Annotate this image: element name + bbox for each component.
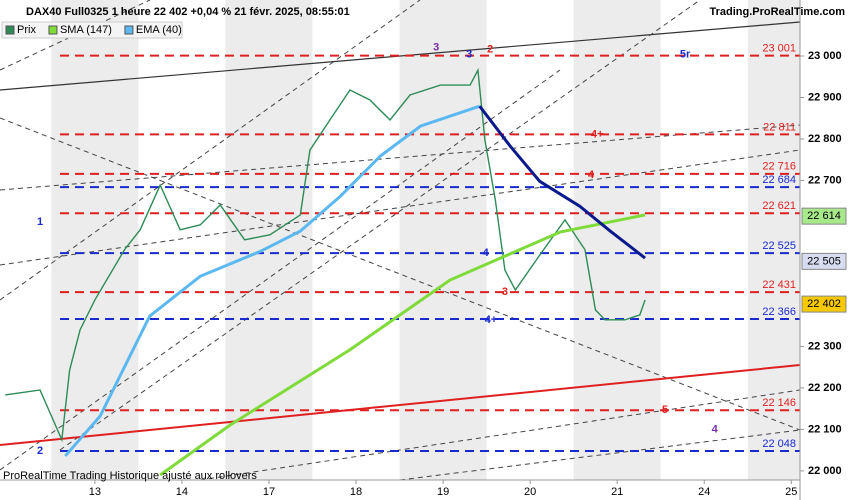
- y-tick-label: 22 900: [808, 91, 842, 103]
- x-tick-label: 21: [611, 486, 623, 498]
- value-box: [801, 252, 847, 270]
- day-band: [399, 0, 487, 480]
- y-tick-label: 22 200: [808, 382, 842, 394]
- wave-label: 4+: [591, 128, 604, 140]
- legend-label: Prix: [17, 24, 36, 36]
- level-label: 22 146: [762, 397, 796, 409]
- level-label: 22 431: [762, 279, 796, 291]
- x-tick-label: 25: [785, 486, 797, 498]
- wave-label: 4: [483, 247, 490, 259]
- legend-swatch: [124, 25, 134, 35]
- level-label: 22 621: [762, 200, 796, 212]
- legend-label: SMA (147): [60, 24, 112, 36]
- x-tick-label: 24: [698, 486, 710, 498]
- wave-label: 5r: [680, 49, 691, 61]
- y-tick-label: 22 000: [808, 465, 842, 477]
- legend-swatch: [48, 25, 58, 35]
- y-axis-area: [800, 0, 850, 500]
- day-band: [573, 0, 661, 480]
- value-box-label: 22 402: [807, 298, 841, 310]
- value-box: [801, 295, 847, 313]
- value-box-label: 22 614: [807, 210, 841, 222]
- series-line: [478, 105, 646, 260]
- wave-label: 4: [588, 169, 595, 181]
- wave-label: 1: [37, 216, 43, 228]
- x-tick-label: 20: [524, 486, 536, 498]
- legend-swatch: [5, 25, 15, 35]
- wave-label: 5: [662, 404, 668, 416]
- x-tick-label: 13: [89, 486, 101, 498]
- wave-label: 2: [37, 445, 43, 457]
- day-band: [51, 0, 139, 480]
- wave-label: 4+: [485, 314, 498, 326]
- value-box-label: 22 505: [807, 255, 841, 267]
- wave-label: 4: [712, 423, 719, 435]
- y-tick-label: 23 000: [808, 50, 842, 62]
- series-line: [159, 213, 646, 477]
- series-line: [64, 104, 481, 457]
- level-label: 22 048: [762, 438, 796, 450]
- level-label: 22 684: [762, 174, 796, 186]
- y-tick-label: 22 700: [808, 174, 842, 186]
- x-tick-label: 19: [437, 486, 449, 498]
- level-label: 22 716: [762, 161, 796, 173]
- footer: ProRealTime Trading Historique ajusté au…: [3, 470, 257, 482]
- level-label: 23 001: [762, 42, 796, 54]
- x-tick-label: 14: [176, 486, 188, 498]
- day-band: [225, 0, 313, 480]
- level-label: 22 811: [763, 121, 796, 133]
- level-label: 22 366: [762, 306, 796, 318]
- y-tick-label: 22 800: [808, 133, 842, 145]
- x-tick-label: 17: [263, 486, 275, 498]
- x-tick-label: 18: [350, 486, 362, 498]
- y-tick-label: 22 100: [808, 423, 842, 435]
- wave-label: 3: [502, 286, 508, 298]
- series-line: [5, 67, 646, 443]
- legend-box: [1, 21, 183, 39]
- level-label: 22 525: [762, 240, 796, 252]
- y-tick-label: 22 300: [808, 340, 842, 352]
- wave-label: 3: [466, 49, 472, 61]
- wave-label: 2: [487, 44, 493, 56]
- legend-label: EMA (40): [136, 24, 182, 36]
- header-title: DAX40 Full0325 1 heure 22 402 +0,04 % 21…: [26, 6, 350, 18]
- wave-label: 3: [433, 42, 439, 54]
- site: Trading.ProRealTime.com: [709, 6, 845, 18]
- value-box: [801, 207, 847, 225]
